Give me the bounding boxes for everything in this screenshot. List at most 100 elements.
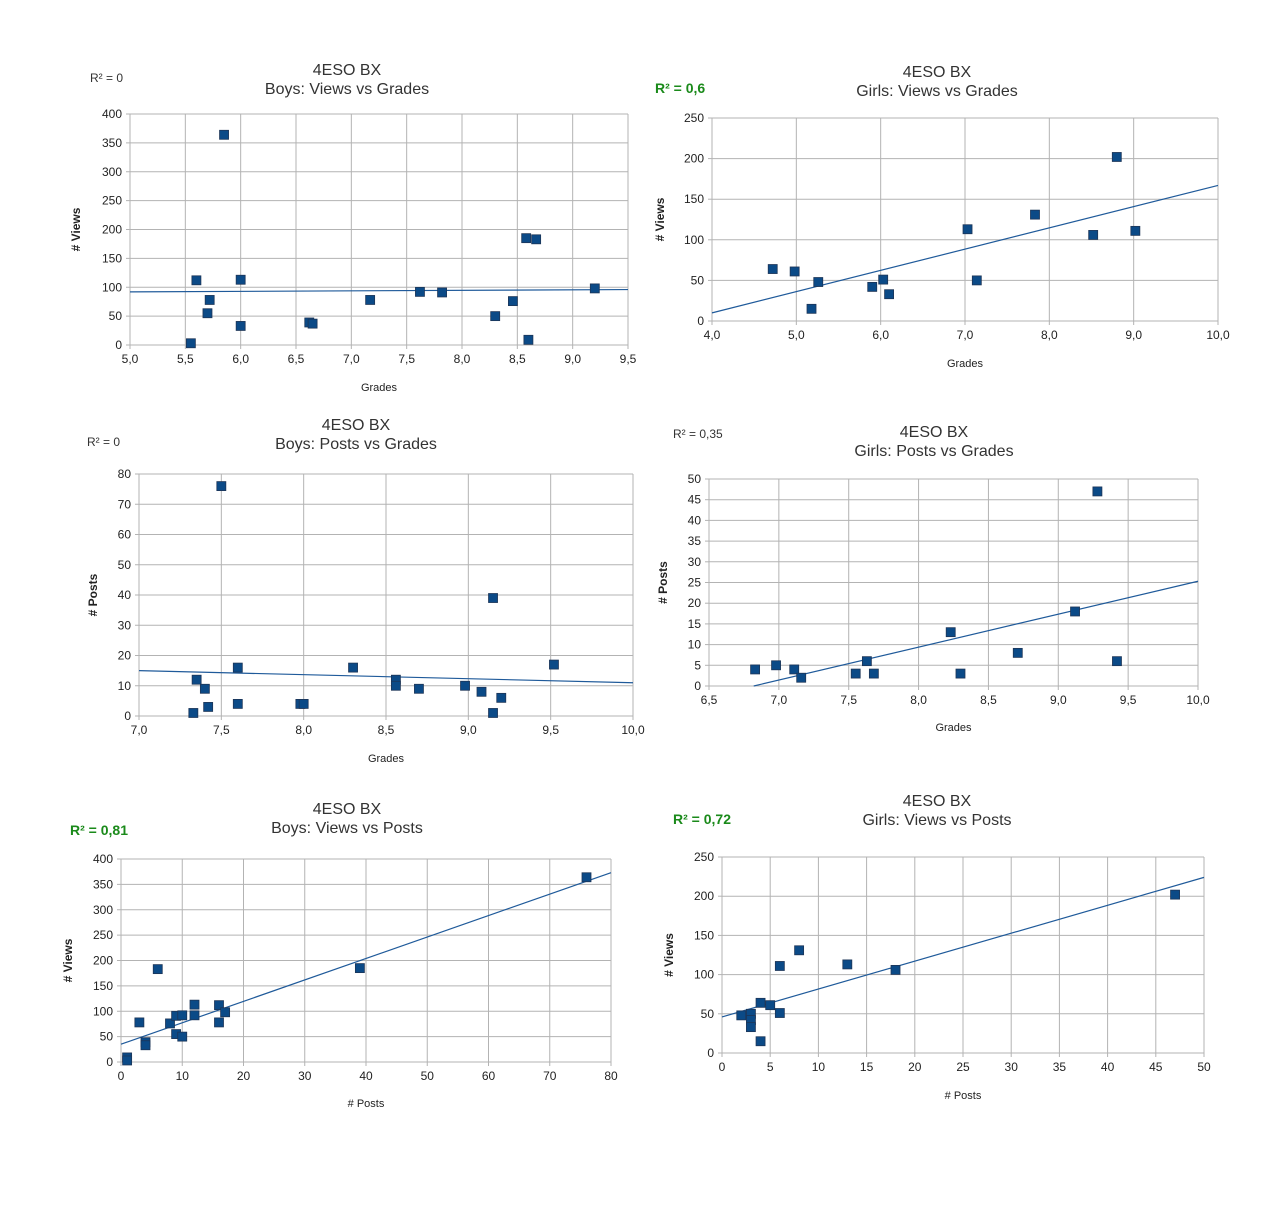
data-point	[214, 1017, 224, 1028]
r-squared-label: R² = 0	[90, 71, 123, 85]
data-point	[774, 1008, 785, 1018]
x-tick-label: 20	[237, 1069, 251, 1083]
x-tick-label: 5,0	[122, 352, 139, 366]
scatter-chart-3: 0 10 20 30 40 50 60 70 80 7,0 7,5 8,0 8,5 9,0 9,5 10,0 4…	[86, 417, 645, 765]
x-tick-label: 60	[482, 1069, 496, 1083]
x-tick-label: 50	[1197, 1060, 1211, 1074]
y-tick-label: 40	[118, 588, 132, 602]
y-tick-label: 30	[118, 618, 132, 632]
y-tick-label: 350	[93, 877, 113, 891]
data-point	[235, 321, 246, 331]
x-tick-label: 8,0	[910, 693, 927, 707]
data-point	[365, 295, 376, 305]
x-axis-title: Grades	[368, 753, 405, 765]
x-tick-label: 7,0	[131, 723, 148, 737]
y-tick-label: 100	[102, 280, 122, 294]
y-tick-label: 400	[93, 852, 113, 866]
chart-subtitle: Boys: Views vs Grades	[265, 81, 429, 98]
trend-line	[753, 580, 1199, 687]
trend-line	[721, 876, 1205, 1018]
y-tick-label: 45	[688, 493, 702, 507]
data-point	[189, 1010, 200, 1021]
y-tick-label: 200	[694, 889, 714, 903]
data-point	[134, 1017, 145, 1028]
data-point	[1070, 606, 1080, 617]
x-tick-label: 8,5	[509, 352, 526, 366]
y-tick-label: 300	[93, 903, 113, 917]
x-tick-label: 0	[719, 1060, 726, 1074]
x-tick-label: 5	[767, 1060, 774, 1074]
x-tick-label: 45	[1149, 1060, 1163, 1074]
x-tick-label: 8,5	[378, 723, 395, 737]
r-squared-label: R² = 0,81	[70, 822, 128, 838]
x-tick-label: 15	[860, 1060, 874, 1074]
chart-title: 4ESO BX	[313, 62, 382, 79]
y-tick-label: 40	[688, 513, 702, 527]
y-tick-label: 50	[100, 1030, 114, 1044]
data-point	[867, 281, 878, 292]
y-tick-label: 150	[93, 979, 113, 993]
x-tick-label: 8,0	[295, 723, 312, 737]
x-tick-label: 5,5	[177, 352, 194, 366]
x-tick-label: 20	[908, 1060, 922, 1074]
data-point	[1112, 656, 1122, 667]
y-tick-label: 5	[694, 658, 701, 672]
x-tick-label: 7,0	[957, 328, 974, 342]
y-tick-label: 250	[102, 194, 122, 208]
y-tick-label: 150	[694, 928, 714, 942]
x-tick-label: 6,0	[872, 328, 889, 342]
r-squared-label: R² = 0,72	[673, 811, 731, 827]
data-point	[298, 699, 309, 709]
y-axis-title: # Views	[653, 197, 667, 241]
y-tick-label: 100	[684, 233, 704, 247]
y-axis-title: # Posts	[86, 573, 100, 616]
trend-line	[120, 872, 612, 1045]
data-point	[789, 664, 800, 675]
x-tick-label: 7,5	[398, 352, 415, 366]
data-point	[1012, 647, 1023, 658]
x-tick-label: 6,5	[701, 693, 718, 707]
data-point	[490, 311, 501, 322]
y-tick-label: 350	[102, 136, 122, 150]
chart-subtitle: Boys: Views vs Posts	[271, 820, 423, 837]
trend-line	[129, 288, 629, 293]
y-tick-label: 0	[707, 1046, 714, 1060]
y-axis-title: # Posts	[656, 561, 670, 604]
data-point	[771, 660, 781, 671]
y-tick-label: 0	[697, 314, 704, 328]
data-point	[1170, 889, 1180, 900]
y-tick-label: 200	[93, 954, 113, 968]
chart-title: 4ESO BX	[322, 417, 391, 434]
x-tick-label: 6,0	[232, 352, 249, 366]
data-point	[232, 699, 243, 709]
chart-subtitle: Girls: Views vs Posts	[862, 812, 1011, 829]
y-tick-label: 10	[688, 638, 702, 652]
data-point	[216, 481, 227, 492]
y-tick-label: 30	[688, 555, 702, 569]
data-point	[878, 274, 889, 285]
y-tick-label: 250	[694, 850, 714, 864]
y-tick-label: 250	[684, 111, 704, 125]
x-tick-label: 7,5	[840, 693, 857, 707]
r-squared-label: R² = 0,35	[673, 427, 723, 441]
y-tick-label: 300	[102, 165, 122, 179]
data-point	[746, 1022, 756, 1033]
data-point	[219, 129, 229, 140]
data-point	[955, 668, 966, 679]
data-point	[140, 1040, 151, 1051]
data-point	[765, 1000, 776, 1011]
y-tick-label: 0	[115, 338, 122, 352]
data-point	[460, 680, 470, 691]
x-tick-label: 7,0	[771, 693, 788, 707]
x-tick-label: 9,5	[1120, 693, 1137, 707]
data-point	[204, 295, 215, 305]
data-point	[202, 308, 213, 319]
data-point	[220, 1007, 231, 1018]
y-tick-label: 0	[106, 1055, 113, 1069]
y-tick-label: 15	[688, 617, 702, 631]
x-axis-title: # Posts	[348, 1098, 385, 1110]
data-point	[348, 662, 358, 673]
data-point	[188, 708, 199, 718]
x-tick-label: 9,0	[1125, 328, 1142, 342]
x-tick-label: 0	[118, 1069, 125, 1083]
